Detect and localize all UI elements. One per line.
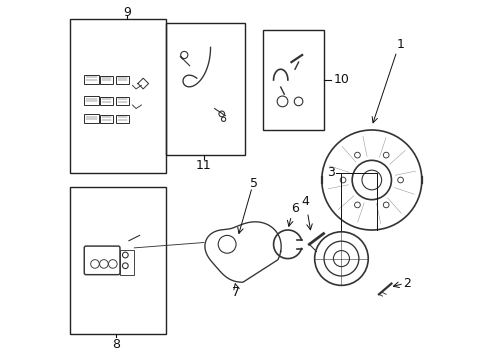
Bar — [120, 249, 134, 275]
Bar — [100, 76, 113, 84]
Bar — [167, 23, 245, 155]
Bar — [70, 19, 167, 173]
Text: 7: 7 — [232, 286, 240, 299]
Text: 6: 6 — [291, 202, 299, 215]
Text: 8: 8 — [112, 338, 121, 351]
Bar — [100, 97, 113, 105]
Text: 3: 3 — [327, 166, 335, 179]
Text: 1: 1 — [396, 38, 404, 51]
Bar — [263, 30, 323, 130]
Text: 11: 11 — [196, 159, 212, 172]
Text: 9: 9 — [123, 6, 131, 19]
Text: 2: 2 — [404, 277, 412, 290]
Bar — [84, 96, 98, 105]
Bar — [84, 114, 98, 123]
Text: 10: 10 — [334, 73, 349, 86]
Bar — [117, 76, 129, 84]
Bar — [117, 115, 129, 123]
Bar — [100, 115, 113, 123]
Text: 4: 4 — [302, 195, 310, 208]
Text: 5: 5 — [250, 177, 258, 190]
Bar — [117, 97, 129, 105]
Bar — [84, 75, 98, 84]
Bar — [70, 187, 167, 334]
